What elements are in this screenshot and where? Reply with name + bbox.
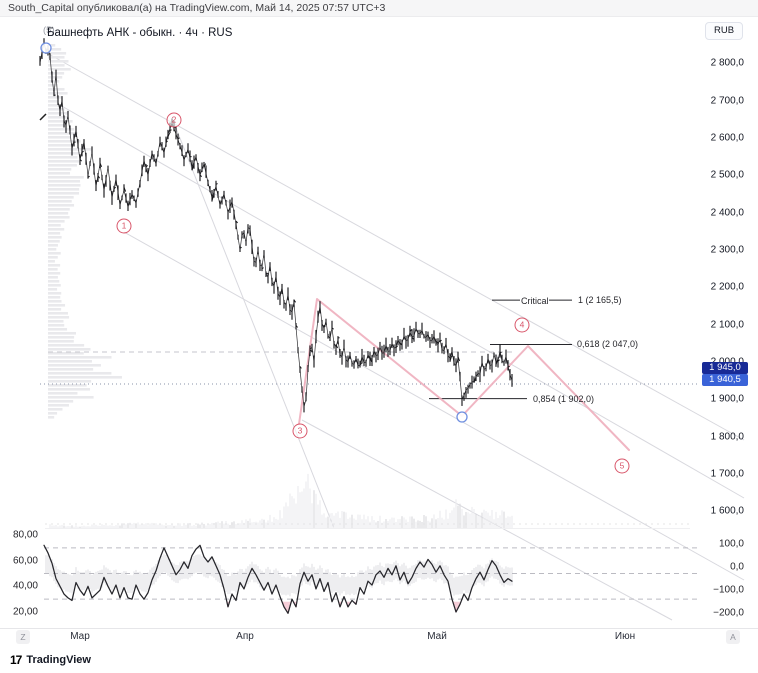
time-axis-divider (0, 628, 758, 629)
publish-info-bar: South_Capital опубликовал(а) на TradingV… (0, 0, 758, 17)
oscillator-line (43, 544, 513, 614)
oscillator-right-tick: −200,0 (713, 607, 744, 619)
publish-info-text: South_Capital опубликовал(а) на TradingV… (8, 2, 386, 14)
oscillator-right-tick: 100,0 (718, 538, 744, 550)
time-axis-label-0: Мар (70, 631, 90, 642)
wave-label-5: 5 (614, 458, 630, 474)
tradingview-logo-icon: 17 (10, 653, 22, 667)
wave-label-3: 3 (292, 423, 308, 439)
wave-label-4: 4 (514, 317, 530, 333)
oscillator-levels (44, 547, 698, 600)
price-tick: 1 600,0 (710, 505, 744, 517)
drawing-markers (39, 42, 468, 423)
symbol-title: Башнефть АНК - обыкн. · 4ч · RUS (47, 27, 233, 39)
oscillator-left-tick: 20,00 (12, 606, 38, 618)
oscillator-band (45, 554, 513, 597)
oscillator-left-tick: 40,00 (12, 580, 38, 592)
fib-label-0: 1 (2 165,5) (578, 295, 622, 306)
wave-label-minor-5: (5) (43, 25, 55, 36)
high-price-badge: 1 945,0 (702, 362, 748, 374)
level-lines (40, 351, 700, 525)
fib-label-1: 0,618 (2 047,0) (577, 339, 639, 350)
wave-label-1: 1 (116, 218, 132, 234)
tradingview-footer-link[interactable]: 17 TradingView (10, 651, 91, 669)
time-axis-label-3: Июн (614, 631, 636, 642)
volume-profile (48, 44, 122, 419)
price-tick: 2 100,0 (710, 319, 744, 331)
price-tick: 2 300,0 (710, 244, 744, 256)
price-tick: 2 200,0 (710, 281, 744, 293)
oscillator-right-tick: 0,0 (730, 561, 744, 573)
fib-label-critical: Critical (521, 296, 549, 306)
oscillator-right-tick: −100,0 (713, 584, 744, 596)
price-tick: 2 800,0 (710, 57, 744, 69)
last-price-badge: 1 940,5 (702, 374, 748, 386)
wave-label-2: 2 (166, 112, 182, 128)
scroll-right-button[interactable]: A (726, 630, 740, 644)
elliott-projection (298, 298, 630, 451)
price-tick: 2 700,0 (710, 95, 744, 107)
oscillator-oversold-fill (227, 601, 461, 614)
time-axis-label-2: Май (427, 631, 447, 642)
trendlines (44, 51, 745, 621)
oscillator-left-tick: 60,00 (12, 555, 38, 567)
price-tick: 2 500,0 (710, 169, 744, 181)
price-tick: 2 400,0 (710, 207, 744, 219)
price-tick: 1 900,0 (710, 393, 744, 405)
price-tick: 1 700,0 (710, 468, 744, 480)
oscillator-left-tick: 80,00 (12, 529, 38, 541)
scroll-left-button[interactable]: Z (16, 630, 30, 644)
time-axis-label-1: Апр (236, 631, 254, 642)
tradingview-brand-text: TradingView (26, 654, 91, 666)
price-tick: 1 800,0 (710, 431, 744, 443)
fib-label-2: 0,854 (1 902,0) (533, 393, 595, 404)
price-tick: 2 600,0 (710, 132, 744, 144)
volume-histogram (45, 473, 690, 529)
currency-button[interactable]: RUB (705, 22, 743, 40)
